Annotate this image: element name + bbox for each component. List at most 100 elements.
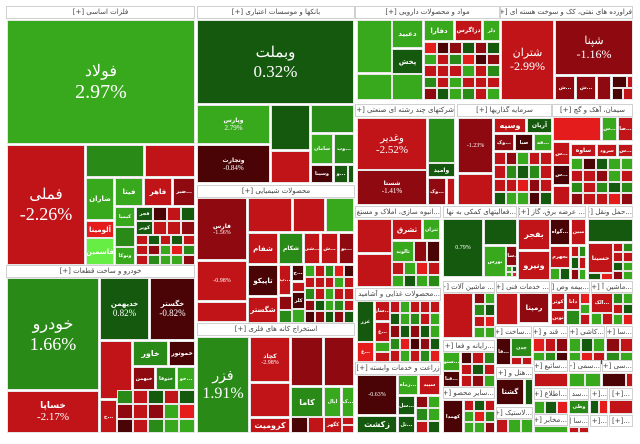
stock-tile[interactable]: شستا -1.41% — [357, 170, 427, 205]
stock-tile-small[interactable] — [487, 53, 500, 66]
stock-tile-small[interactable] — [390, 313, 400, 326]
stock-tile[interactable]: پخش — [392, 49, 423, 74]
stock-tile-small[interactable] — [487, 42, 500, 54]
stock-tile-small[interactable] — [583, 169, 596, 182]
stock-tile-small[interactable] — [449, 53, 462, 66]
stock-tile-small[interactable] — [428, 408, 440, 421]
stock-tile[interactable]: وپارس 2.79% — [197, 105, 270, 144]
stock-tile-small[interactable] — [474, 88, 488, 100]
stock-tile[interactable] — [145, 145, 195, 177]
stock-tile-small[interactable] — [474, 76, 488, 89]
stock-tile-small[interactable] — [171, 235, 184, 245]
stock-tile[interactable]: ونوکا — [115, 247, 135, 265]
stock-tile-small[interactable] — [153, 207, 167, 221]
sector-header[interactable]: بانکها و موسسات اعتباری [+] — [197, 6, 355, 19]
stock-tile-small[interactable] — [416, 420, 428, 433]
stock-tile[interactable]: خموتور — [169, 341, 195, 366]
stock-tile[interactable]: ...ک — [342, 387, 354, 417]
sector-header[interactable]: خودرو و ساخت قطعات [+] — [6, 265, 195, 278]
stock-tile-small[interactable] — [410, 325, 420, 338]
stock-tile[interactable]: دعبید — [392, 20, 423, 48]
stock-tile[interactable] — [428, 118, 455, 163]
stock-tile[interactable] — [534, 426, 568, 433]
stock-tile-small[interactable] — [608, 158, 621, 170]
sector-header[interactable]: شرکتهای چند رشته ای صنعتی [+] — [355, 104, 455, 117]
stock-tile[interactable] — [250, 383, 290, 417]
stock-tile-small[interactable] — [334, 311, 345, 323]
stock-tile-small[interactable] — [404, 262, 416, 275]
stock-tile-small[interactable] — [424, 65, 437, 77]
stock-tile-small[interactable] — [305, 288, 315, 300]
stock-tile[interactable]: خدیهمن 0.82% — [100, 278, 149, 340]
stock-tile-small[interactable] — [159, 235, 172, 245]
stock-tile-small[interactable] — [517, 191, 529, 205]
stock-tile[interactable]: ...تل — [398, 416, 415, 433]
stock-tile-small[interactable] — [348, 165, 354, 183]
stock-tile-small[interactable] — [484, 400, 495, 411]
stock-tile-small[interactable] — [474, 326, 485, 338]
stock-tile-small[interactable] — [461, 352, 473, 364]
stock-tile-small[interactable] — [623, 293, 633, 304]
stock-tile-small[interactable] — [147, 245, 160, 255]
stock-tile-small[interactable] — [571, 268, 579, 280]
stock-tile-small[interactable] — [461, 375, 473, 387]
stock-tile-small[interactable] — [136, 255, 148, 265]
stock-tile-small[interactable] — [171, 245, 184, 255]
stock-tile[interactable]: نوین — [551, 310, 565, 325]
stock-tile[interactable]: آلومینا — [86, 221, 114, 238]
stock-tile[interactable]: کچاد -2.98% — [250, 337, 290, 382]
stock-tile[interactable]: وسینا — [311, 165, 333, 183]
sector-header[interactable]: ...کاشی [+] — [569, 326, 605, 338]
stock-tile[interactable] — [197, 302, 247, 322]
stock-tile-small[interactable] — [581, 338, 593, 352]
stock-tile[interactable]: ...خ — [100, 400, 117, 433]
stock-tile-small[interactable] — [171, 255, 184, 265]
sector-header[interactable]: فلزات اساسی [+] — [6, 6, 195, 19]
stock-tile[interactable]: ...س — [602, 117, 617, 141]
stock-tile-small[interactable] — [545, 401, 557, 414]
stock-tile[interactable]: اپال — [324, 387, 341, 417]
stock-tile-small[interactable] — [305, 276, 315, 289]
stock-tile-small[interactable] — [595, 158, 609, 170]
sector-header[interactable]: ...سا [+] — [606, 326, 633, 338]
stock-tile-small[interactable] — [556, 401, 568, 414]
stock-tile-small[interactable] — [115, 227, 135, 247]
sector-header[interactable]: فراورده های نفتی، کک و سوخت هسته ای [+] — [500, 6, 633, 19]
stock-tile-small[interactable] — [334, 265, 345, 277]
stock-tile-small[interactable] — [132, 390, 149, 405]
stock-tile-small[interactable] — [484, 422, 495, 433]
stock-tile-small[interactable] — [416, 396, 428, 409]
stock-tile[interactable] — [525, 379, 533, 405]
stock-tile[interactable]: ...سل — [398, 396, 415, 415]
stock-tile[interactable] — [293, 198, 325, 232]
stock-tile-small[interactable] — [623, 314, 633, 325]
stock-tile[interactable] — [612, 76, 627, 88]
stock-tile-small[interactable] — [484, 304, 495, 316]
stock-tile-small[interactable] — [449, 88, 462, 100]
stock-tile-small[interactable] — [600, 273, 613, 280]
stock-tile-small[interactable] — [623, 252, 633, 262]
stock-tile-small[interactable] — [483, 363, 495, 376]
sector-header[interactable]: ...محصولات غذایی و آشامید [+] — [355, 288, 441, 301]
stock-tile-small[interactable] — [183, 255, 195, 265]
stock-tile[interactable] — [553, 117, 601, 141]
stock-tile-small[interactable] — [324, 276, 335, 289]
stock-tile-small[interactable] — [342, 425, 354, 433]
stock-tile-small[interactable] — [342, 417, 354, 425]
stock-tile[interactable]: مبین — [571, 219, 586, 245]
stock-tile-small[interactable] — [163, 404, 180, 419]
sector-header[interactable]: ...[+] — [609, 415, 633, 427]
stock-tile-small[interactable] — [506, 271, 512, 277]
stock-tile[interactable]: کویر — [136, 221, 153, 235]
stock-tile-small[interactable] — [517, 152, 529, 166]
stock-tile-small[interactable] — [494, 178, 506, 192]
stock-tile-small[interactable] — [496, 419, 509, 433]
stock-tile-small[interactable] — [416, 408, 428, 421]
sector-header[interactable]: ...هتل و [+] — [496, 367, 533, 379]
stock-tile-small[interactable] — [494, 152, 506, 166]
stock-tile-small[interactable] — [436, 76, 450, 89]
stock-tile-small[interactable] — [540, 191, 552, 205]
sector-header[interactable]: ...لاستیک [+] — [496, 407, 533, 419]
stock-tile-small[interactable] — [390, 301, 400, 314]
stock-tile-small[interactable] — [464, 400, 475, 411]
